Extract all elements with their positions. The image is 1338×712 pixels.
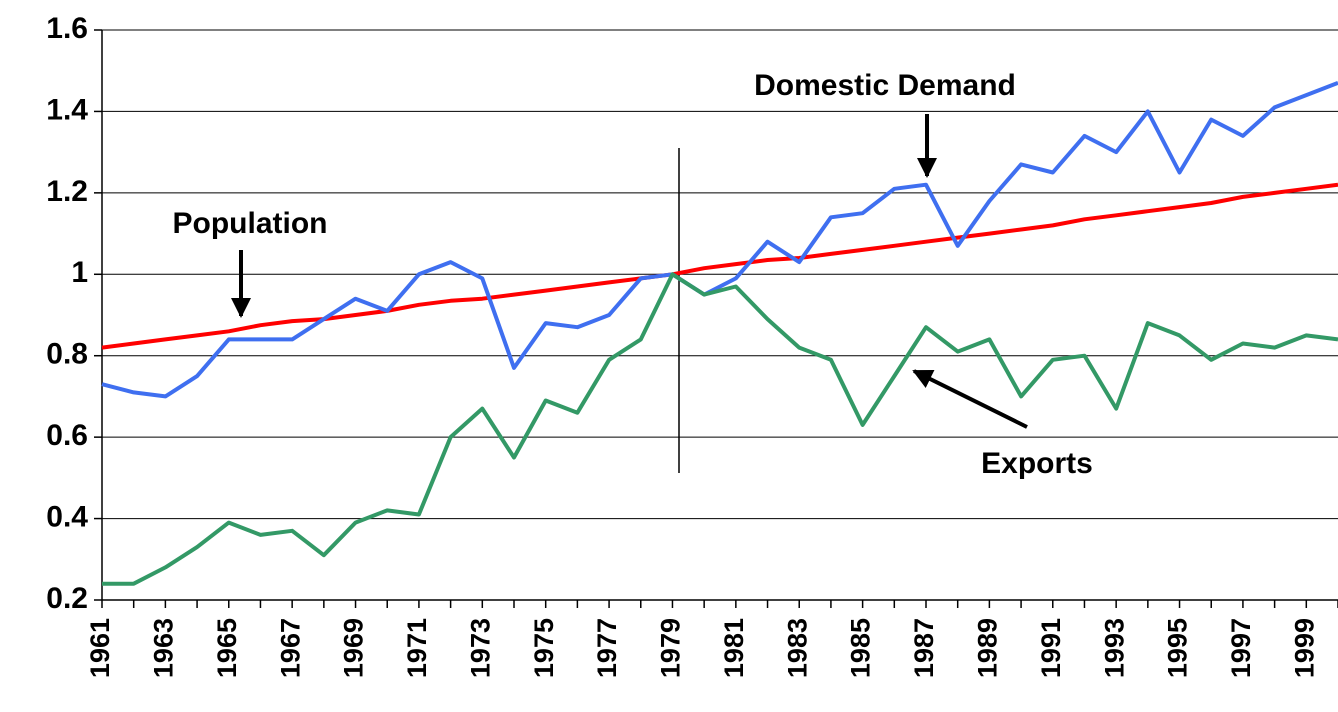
plot [101, 81, 1338, 586]
x-tick-label: 1973 [465, 618, 495, 678]
series-line [102, 272, 1338, 586]
x-tick-label: 1977 [592, 618, 622, 678]
annotation: Population [173, 207, 328, 240]
arrow [912, 369, 1028, 429]
x-tick-label: 1963 [149, 618, 179, 678]
x-tick-label: 1991 [1036, 618, 1066, 678]
x-tick-label: 1981 [719, 618, 749, 678]
x-tick-label: 1995 [1163, 618, 1193, 678]
y-tick-label: 1.6 [46, 12, 88, 45]
x-tick-label: 1975 [529, 618, 559, 678]
x-tick-label: 1985 [846, 618, 876, 678]
annotation: Exports [981, 447, 1093, 480]
x-tick-label: 1983 [782, 618, 812, 678]
x-tick-label: 1979 [656, 618, 686, 678]
x-tick-label: 1993 [1099, 618, 1129, 678]
series-line [101, 182, 1338, 350]
y-tick-label: 1.2 [46, 175, 88, 208]
y-tick-label: 1 [71, 256, 88, 289]
annotation: Domestic Demand [754, 69, 1016, 102]
x-tick-label: 1987 [909, 618, 939, 678]
x-tick-label: 1997 [1226, 618, 1256, 678]
x-tick-label: 1969 [339, 618, 369, 678]
y-tick-label: 0.6 [46, 419, 88, 452]
x-tick-label: 1961 [85, 618, 115, 678]
x-tick-label: 1965 [212, 618, 242, 678]
y-tick-label: 0.8 [46, 338, 88, 371]
x-tick-label: 1967 [275, 618, 305, 678]
x-tick-label: 1999 [1289, 618, 1319, 678]
y-tick-label: 0.4 [46, 500, 88, 533]
x-tick-label: 1971 [402, 618, 432, 678]
y-tick-label: 1.4 [46, 93, 88, 126]
x-tick-label: 1989 [973, 618, 1003, 678]
y-tick-label: 0.2 [46, 582, 88, 615]
grid: 0.2 0.4 0.6 0.8 1 1.2 1.4 1.6 1961 1963 1965 1967 19… [46, 12, 1338, 678]
series-line [101, 81, 1338, 399]
